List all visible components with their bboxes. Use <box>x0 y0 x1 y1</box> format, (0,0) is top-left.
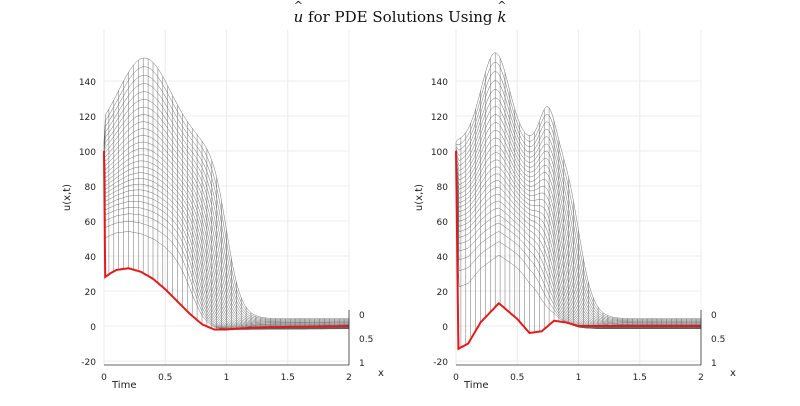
mesh-line-x <box>455 122 701 326</box>
x-tick-label: 0 <box>711 311 717 321</box>
mesh-line-x <box>455 159 701 329</box>
t-tick-label: 2 <box>346 373 352 383</box>
t-tick-label: 2 <box>698 373 704 383</box>
mesh-line-x <box>455 80 701 322</box>
mesh-line-x <box>455 114 701 325</box>
x-axis-label: x <box>730 368 736 379</box>
t-tick-label: 0.5 <box>158 373 172 383</box>
mesh-line-x <box>455 97 701 324</box>
z-tick-label: 120 <box>431 113 448 123</box>
t-tick-label: 0 <box>101 373 107 383</box>
z-tick-label: 20 <box>437 288 449 298</box>
z-tick-label: -20 <box>433 358 448 368</box>
mesh-line-x <box>455 158 701 329</box>
mesh-line-x <box>103 106 349 324</box>
mesh-line-x <box>103 158 349 329</box>
mesh-line-x <box>455 89 701 323</box>
x-axis-label: x <box>378 368 384 379</box>
axes <box>104 310 350 366</box>
mesh-line-x <box>103 99 349 324</box>
x-tick-label: 0.5 <box>359 335 373 345</box>
y-axis-label: u(x,t) <box>414 184 425 211</box>
figure-title: u for PDE Solutions Using k <box>0 8 800 26</box>
mesh-line-x <box>103 83 349 322</box>
z-tick-label: 80 <box>85 183 97 193</box>
z-tick-label: 100 <box>431 148 448 158</box>
z-tick-label: 0 <box>90 323 96 333</box>
mesh-line-x <box>103 114 349 325</box>
t-tick-label: 0 <box>453 373 459 383</box>
t-tick-label: 1.5 <box>633 373 647 383</box>
x-tick-label: 1 <box>359 359 365 369</box>
y-axis-label: u(x,t) <box>62 184 73 211</box>
mesh-line-x <box>455 62 701 320</box>
z-tick-label: 140 <box>431 78 448 88</box>
t-tick-label: 0.5 <box>510 373 524 383</box>
z-tick-label: 140 <box>79 78 96 88</box>
z-tick-label: 60 <box>437 218 449 228</box>
time-axis-label: Time <box>111 380 136 391</box>
mesh-line-x <box>103 159 349 329</box>
t-tick-label: 1.5 <box>281 373 295 383</box>
mesh-line-x <box>455 152 701 328</box>
x-tick-label: 1 <box>711 359 717 369</box>
gridlines <box>103 30 350 365</box>
mesh-line-x <box>103 66 349 320</box>
t-tick-label: 1 <box>224 373 230 383</box>
z-tick-label: 40 <box>85 253 97 263</box>
z-tick-label: 40 <box>437 253 449 263</box>
x-tick-label: 0.5 <box>711 335 725 345</box>
mesh-line-x <box>455 52 701 319</box>
mesh-line-x <box>103 121 349 326</box>
z-tick-label: 60 <box>85 218 97 228</box>
z-tick-label: 100 <box>79 148 96 158</box>
t-tick-label: 1 <box>576 373 582 383</box>
z-tick-label: 80 <box>437 183 449 193</box>
mesh-line-x <box>455 158 701 328</box>
title-var-u: u <box>294 8 304 26</box>
x-tick-label: 0 <box>359 311 365 321</box>
z-tick-label: -20 <box>81 358 96 368</box>
mesh-line-x <box>455 71 701 321</box>
highlight-curve-x0 <box>455 150 701 351</box>
mesh-line-x <box>103 57 349 319</box>
title-text: for PDE Solutions Using <box>308 8 493 26</box>
z-tick-label: 120 <box>79 113 96 123</box>
time-axis-label: Time <box>463 380 488 391</box>
title-var-k: k <box>497 8 506 26</box>
highlight-curve-x0 <box>103 150 349 331</box>
axes <box>456 310 702 366</box>
mesh-line-x <box>103 91 349 323</box>
mesh-line-x <box>455 106 701 324</box>
z-tick-label: 0 <box>442 323 448 333</box>
z-tick-label: 20 <box>85 288 97 298</box>
mesh-line-x <box>455 159 701 329</box>
surface-mesh <box>103 57 350 330</box>
mesh-line-x <box>103 75 349 321</box>
